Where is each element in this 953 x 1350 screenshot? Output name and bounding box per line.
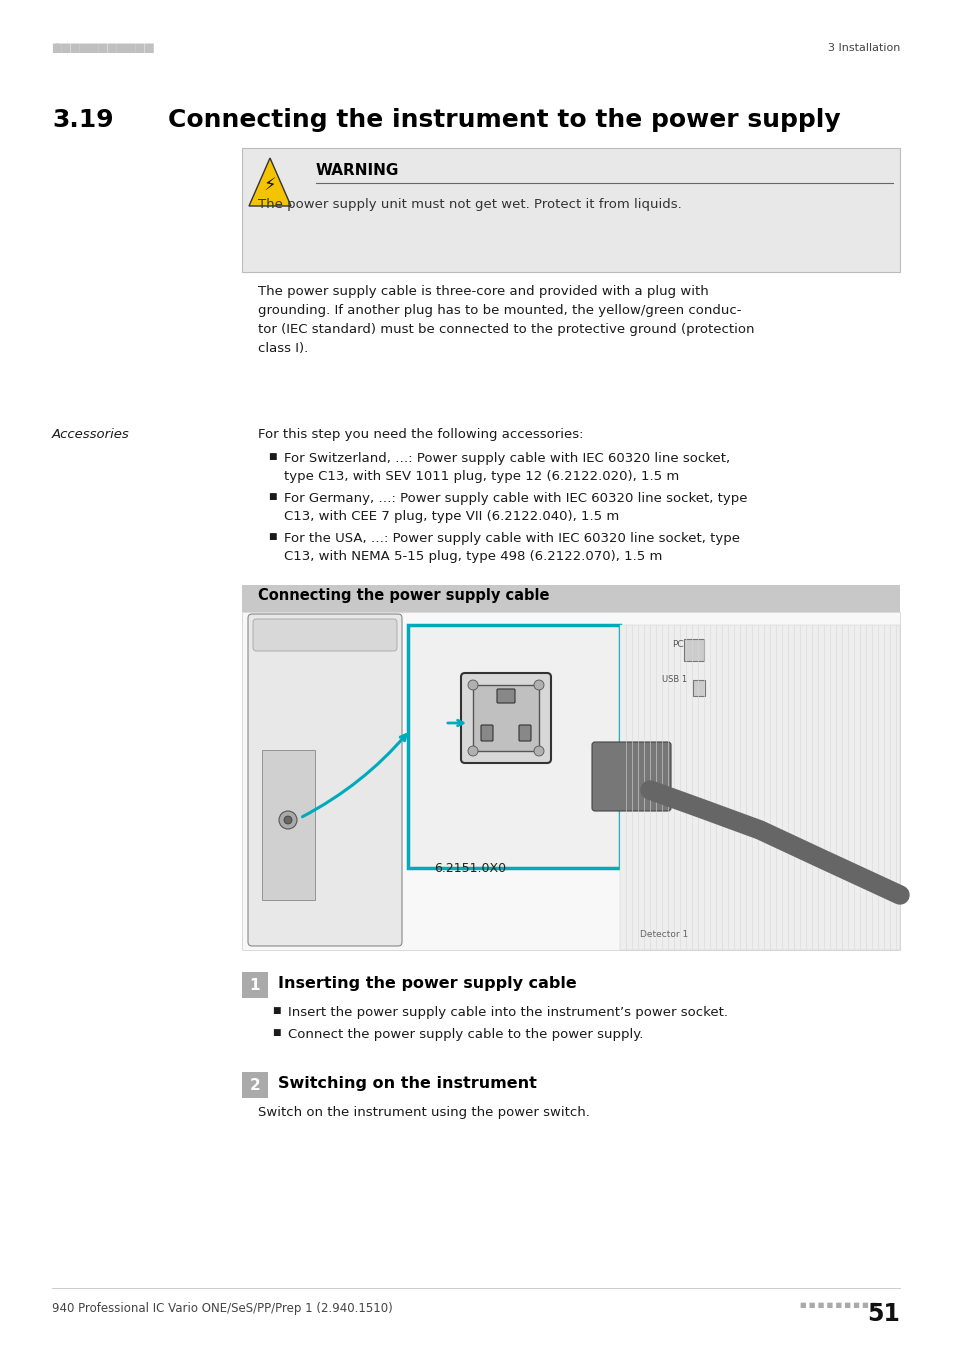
Text: 2: 2 [250,1077,260,1092]
FancyBboxPatch shape [408,625,619,868]
Text: The power supply cable is three-core and provided with a plug with: The power supply cable is three-core and… [257,285,708,298]
Text: 3.19: 3.19 [52,108,113,132]
FancyBboxPatch shape [460,674,551,763]
Text: Switch on the instrument using the power switch.: Switch on the instrument using the power… [257,1106,589,1119]
Text: Detector 1: Detector 1 [639,930,687,940]
FancyBboxPatch shape [253,620,396,651]
Text: ■: ■ [268,452,276,460]
Text: Connecting the power supply cable: Connecting the power supply cable [257,589,549,603]
FancyBboxPatch shape [248,614,401,946]
Text: Connect the power supply cable to the power supply.: Connect the power supply cable to the po… [288,1027,642,1041]
Polygon shape [249,158,291,207]
Text: C13, with NEMA 5-15 plug, type 498 (6.2122.070), 1.5 m: C13, with NEMA 5-15 plug, type 498 (6.21… [284,549,661,563]
Circle shape [468,747,477,756]
Text: type C13, with SEV 1011 plug, type 12 (6.2122.020), 1.5 m: type C13, with SEV 1011 plug, type 12 (6… [284,470,679,483]
Text: For Germany, …: Power supply cable with IEC 60320 line socket, type: For Germany, …: Power supply cable with … [284,491,747,505]
Text: For this step you need the following accessories:: For this step you need the following acc… [257,428,583,441]
Text: tor (IEC standard) must be connected to the protective ground (protection: tor (IEC standard) must be connected to … [257,323,754,336]
FancyBboxPatch shape [242,972,268,998]
Text: 1: 1 [250,977,260,992]
Text: For Switzerland, …: Power supply cable with IEC 60320 line socket,: For Switzerland, …: Power supply cable w… [284,452,729,464]
Circle shape [468,680,477,690]
Text: Inserting the power supply cable: Inserting the power supply cable [277,976,577,991]
FancyBboxPatch shape [692,680,704,697]
Text: PC: PC [671,640,683,649]
Text: C13, with CEE 7 plug, type VII (6.2122.040), 1.5 m: C13, with CEE 7 plug, type VII (6.2122.0… [284,510,618,522]
Circle shape [284,815,292,824]
Text: ██████████████████████: ██████████████████████ [52,43,153,53]
FancyBboxPatch shape [592,743,670,811]
FancyBboxPatch shape [619,625,899,950]
Text: Insert the power supply cable into the instrument’s power socket.: Insert the power supply cable into the i… [288,1006,727,1019]
Text: USB 1: USB 1 [661,675,686,684]
FancyBboxPatch shape [242,148,899,271]
Text: ■: ■ [272,1006,280,1015]
FancyBboxPatch shape [242,585,899,612]
Text: ■: ■ [268,532,276,541]
Text: 940 Professional IC Vario ONE/SeS/PP/Prep 1 (2.940.1510): 940 Professional IC Vario ONE/SeS/PP/Pre… [52,1301,393,1315]
Text: Connecting the instrument to the power supply: Connecting the instrument to the power s… [168,108,840,132]
FancyBboxPatch shape [497,688,515,703]
Circle shape [278,811,296,829]
Text: ⚡: ⚡ [263,177,276,194]
Text: WARNING: WARNING [315,163,399,178]
Text: class I).: class I). [257,342,308,355]
Text: 51: 51 [866,1301,899,1326]
Circle shape [534,747,543,756]
FancyBboxPatch shape [683,639,703,662]
Text: 3 Installation: 3 Installation [827,43,899,53]
Text: The power supply unit must not get wet. Protect it from liquids.: The power supply unit must not get wet. … [257,198,681,211]
FancyBboxPatch shape [262,751,314,900]
FancyBboxPatch shape [518,725,531,741]
Circle shape [534,680,543,690]
Text: Switching on the instrument: Switching on the instrument [277,1076,537,1091]
FancyBboxPatch shape [242,1072,268,1098]
Text: ■: ■ [268,491,276,501]
FancyBboxPatch shape [480,725,493,741]
Text: grounding. If another plug has to be mounted, the yellow/green conduc-: grounding. If another plug has to be mou… [257,304,740,317]
Text: Accessories: Accessories [52,428,130,441]
Text: ■ ■ ■ ■ ■ ■ ■ ■ ■: ■ ■ ■ ■ ■ ■ ■ ■ ■ [800,1301,877,1308]
Text: ■: ■ [272,1027,280,1037]
FancyBboxPatch shape [242,612,899,950]
Text: For the USA, …: Power supply cable with IEC 60320 line socket, type: For the USA, …: Power supply cable with … [284,532,740,545]
Text: 6.2151.0X0: 6.2151.0X0 [434,863,506,875]
FancyBboxPatch shape [473,684,538,751]
